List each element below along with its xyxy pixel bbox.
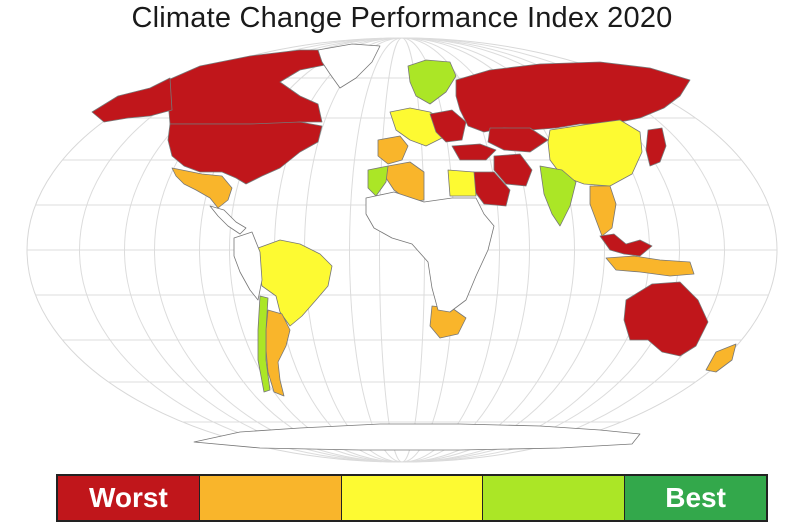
region-south-america-west [233,231,263,301]
region-chile [257,295,271,393]
region-australia [623,281,709,357]
region-malaysia [599,233,653,257]
legend-cell-best: Best [625,476,766,520]
region-usa [167,121,323,185]
region-eastern-europe [429,109,467,143]
legend-cell-medium [341,476,484,520]
region-southeast-asia [589,185,617,237]
region-greenland [317,43,381,89]
region-antarctica [193,423,641,451]
region-africa-other [365,191,495,313]
region-china [547,119,643,187]
map-title: Climate Change Performance Index 2020 [131,2,673,34]
region-kazakhstan [487,127,549,153]
region-morocco [367,165,389,197]
region-scandinavia [407,59,457,105]
region-egypt [447,169,477,197]
region-iberia [377,135,409,165]
region-alaska [91,77,173,123]
region-iran [493,153,533,187]
region-turkey [451,143,497,161]
country-regions [91,43,737,451]
region-new-zealand [705,343,737,373]
region-japan [645,127,667,167]
region-brazil [257,239,333,327]
legend-cell-worst: Worst [58,476,200,520]
region-india [539,165,577,227]
graticule [27,37,777,463]
world-map [26,37,778,463]
color-legend: Worst Best [56,474,768,522]
region-central-america [209,205,247,235]
region-indonesia [605,255,695,277]
legend-cell-high [483,476,626,520]
legend-cell-low [199,476,342,520]
